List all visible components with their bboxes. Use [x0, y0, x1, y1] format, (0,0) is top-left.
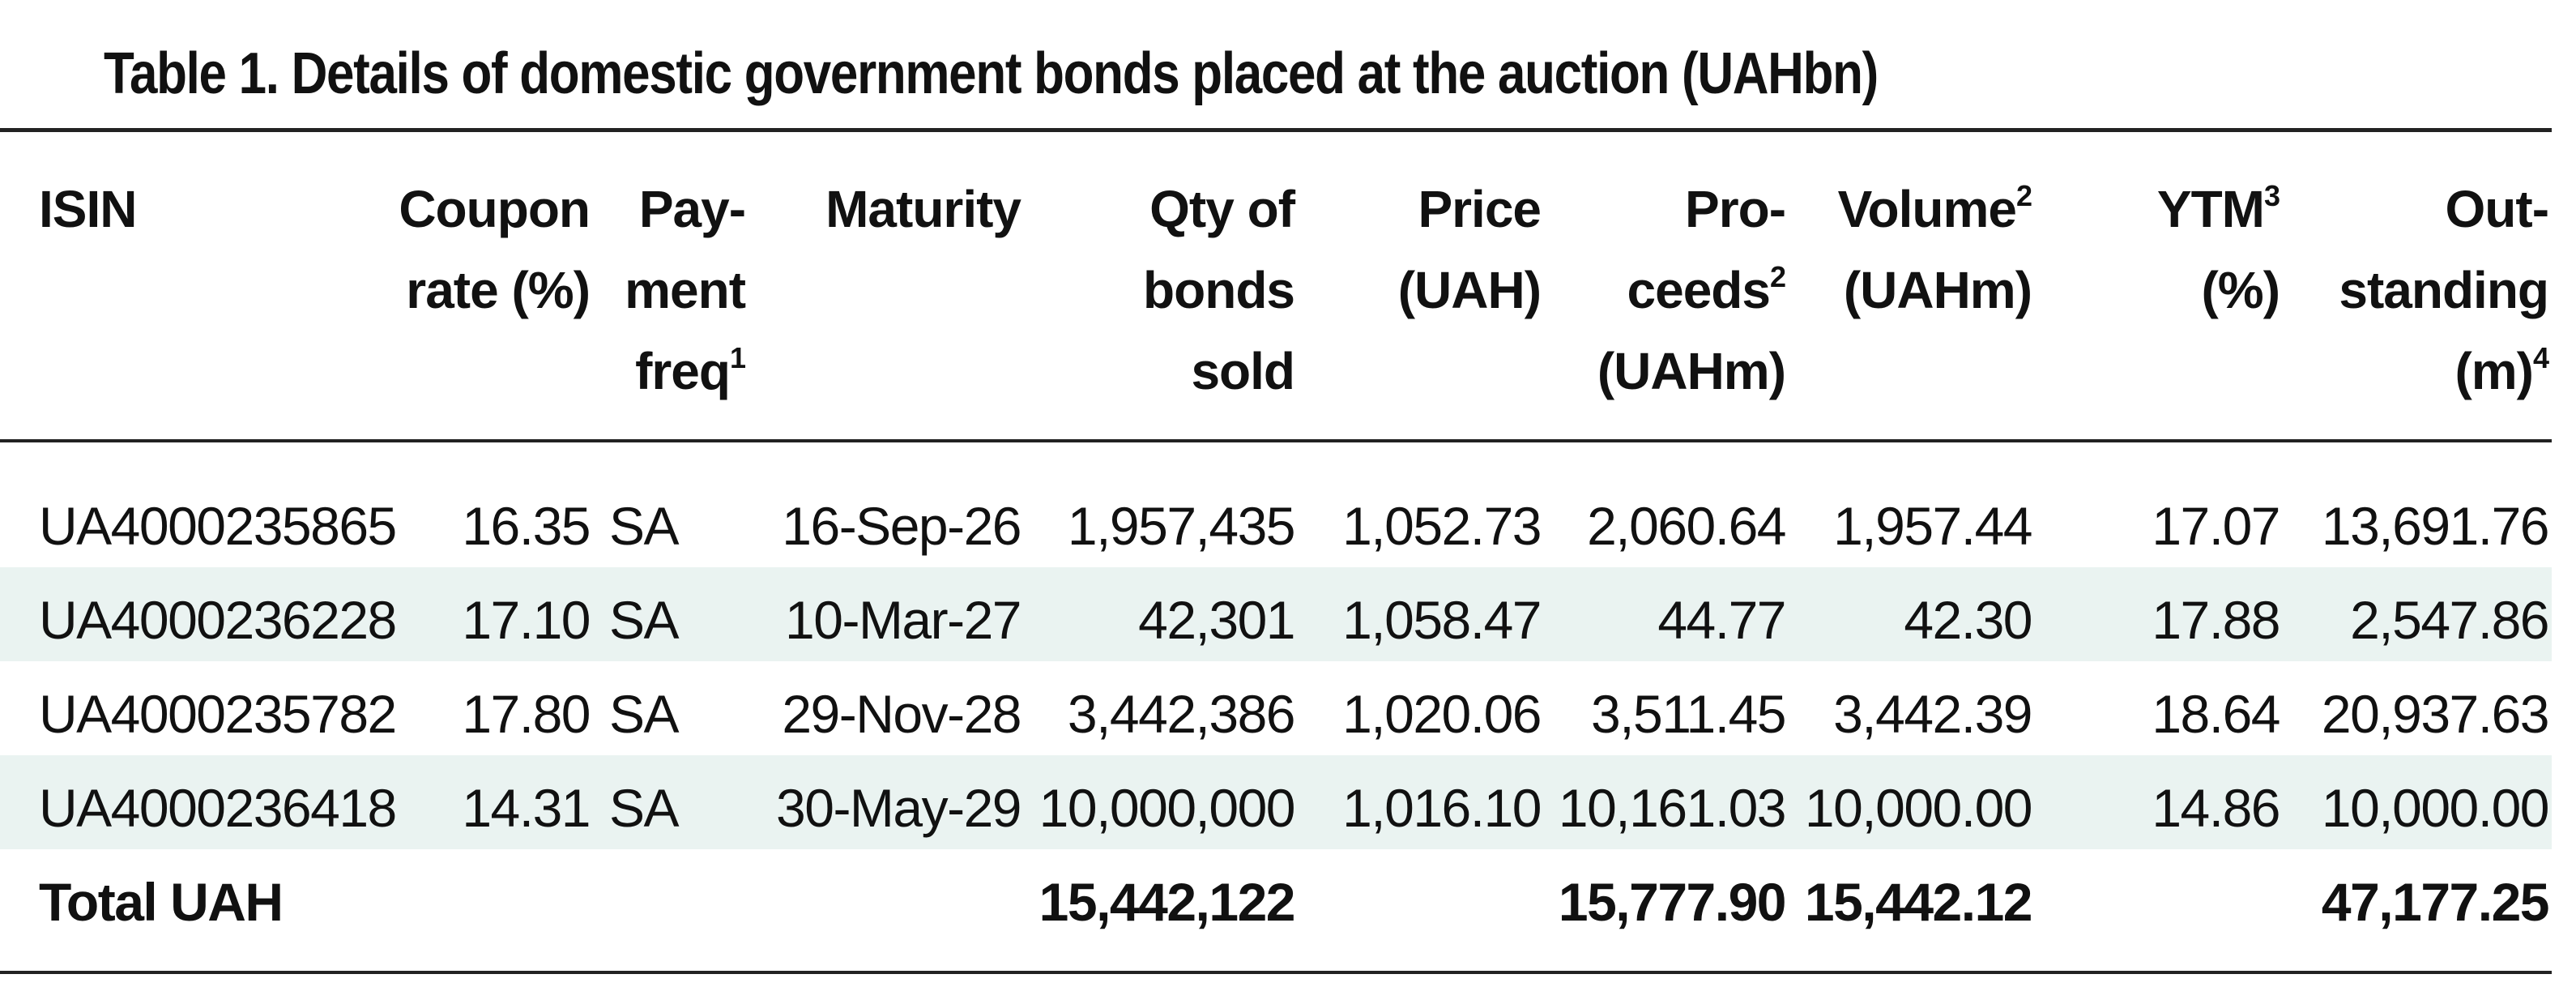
cell-maturity: 16-Sep-26: [782, 496, 1021, 556]
cell-proceeds: 3,511.45: [1590, 684, 1787, 744]
cell-price: 1,052.73: [1342, 496, 1542, 556]
header-proceeds: Pro- ceeds2 (UAHm): [1597, 169, 1786, 412]
cell-outstanding: 10,000.00: [2321, 778, 2550, 838]
cell-coupon: 17.80: [462, 684, 591, 744]
cell-proceeds: 44.77: [1657, 590, 1786, 650]
cell-payment: SA: [609, 496, 680, 556]
cell-volume: 3,442.39: [1833, 684, 2032, 744]
cell-outstanding: 2,547.86: [2350, 590, 2549, 650]
cell-coupon: 14.31: [462, 778, 591, 838]
cell-isin: UA4000236228: [39, 590, 397, 650]
footnote-marker: 2: [2015, 179, 2032, 212]
header-payment-line: freq: [635, 342, 731, 400]
header-price-line: (UAH): [1397, 261, 1542, 319]
header-qty-line: bonds: [1143, 261, 1295, 319]
header-payment-line: Pay-: [638, 180, 746, 238]
cell-ytm: 14.86: [2152, 778, 2280, 838]
header-coupon-line: Coupon: [399, 180, 591, 238]
header-volume: Volume2 (UAHm): [1838, 169, 2032, 331]
cell-coupon: 17.10: [462, 590, 591, 650]
header-maturity: Maturity: [825, 169, 1021, 250]
cell-maturity: 10-Mar-27: [785, 590, 1021, 650]
cell-isin: UA4000236418: [39, 778, 397, 838]
table-title: Table 1. Details of domestic government …: [104, 41, 1879, 106]
header-outstanding: Out- standing (m)4: [2339, 169, 2549, 412]
header-payment: Pay- ment freq1: [625, 169, 746, 412]
cell-price: 1,016.10: [1342, 778, 1542, 838]
cell-volume: 1,957.44: [1833, 496, 2032, 556]
header-ytm-line: (%): [2201, 261, 2280, 319]
total-proceeds: 15,777.90: [1558, 872, 1787, 932]
footnote-marker: 2: [1769, 260, 1786, 293]
header-maturity-line: Maturity: [825, 180, 1021, 238]
header-isin-line: ISIN: [39, 180, 137, 238]
footnote-marker: 4: [2532, 341, 2549, 374]
cell-volume: 10,000.00: [1804, 778, 2033, 838]
header-outstanding-line: standing: [2339, 261, 2549, 319]
header-rule: [0, 439, 2552, 442]
cell-price: 1,020.06: [1342, 684, 1542, 744]
cell-volume: 42.30: [1904, 590, 2032, 650]
total-qty: 15,442,122: [1039, 872, 1296, 932]
header-volume-line: Volume: [1837, 180, 2017, 238]
header-proceeds-line: ceeds: [1627, 261, 1771, 319]
cell-payment: SA: [609, 590, 680, 650]
cell-ytm: 18.64: [2152, 684, 2280, 744]
header-proceeds-line: (UAHm): [1597, 342, 1786, 400]
cell-isin: UA4000235782: [39, 684, 397, 744]
header-isin: ISIN: [39, 169, 137, 250]
header-price-line: Price: [1418, 180, 1542, 238]
cell-qty: 42,301: [1138, 590, 1295, 650]
header-outstanding-line: (m): [2454, 342, 2534, 400]
cell-qty: 10,000,000: [1039, 778, 1296, 838]
cell-payment: SA: [609, 684, 680, 744]
cell-outstanding: 20,937.63: [2321, 684, 2550, 744]
total-volume: 15,442.12: [1804, 872, 2033, 932]
top-rule: [0, 128, 2552, 132]
total-label: Total UAH: [39, 872, 284, 932]
header-price: Price (UAH): [1397, 169, 1542, 331]
cell-proceeds: 2,060.64: [1587, 496, 1786, 556]
cell-qty: 1,957,435: [1067, 496, 1296, 556]
cell-outstanding: 13,691.76: [2321, 496, 2550, 556]
cell-payment: SA: [609, 778, 680, 838]
cell-ytm: 17.88: [2152, 590, 2280, 650]
header-qty: Qty of bonds sold: [1143, 169, 1295, 412]
row-band: [0, 567, 2552, 661]
header-coupon-line: rate (%): [406, 261, 591, 319]
cell-maturity: 29-Nov-28: [782, 684, 1021, 744]
header-qty-line: sold: [1191, 342, 1295, 400]
total-outstanding: 47,177.25: [2321, 872, 2550, 932]
bottom-rule: [0, 971, 2552, 974]
cell-qty: 3,442,386: [1067, 684, 1296, 744]
header-volume-line: (UAHm): [1843, 261, 2032, 319]
header-ytm: YTM3 (%): [2157, 169, 2280, 331]
cell-coupon: 16.35: [462, 496, 591, 556]
cell-ytm: 17.07: [2152, 496, 2280, 556]
header-proceeds-line: Pro-: [1685, 180, 1786, 238]
header-outstanding-line: Out-: [2445, 180, 2549, 238]
row-band: [0, 755, 2552, 849]
header-payment-line: ment: [625, 261, 746, 319]
cell-proceeds: 10,161.03: [1558, 778, 1787, 838]
footnote-marker: 3: [2263, 179, 2280, 212]
header-coupon: Coupon rate (%): [399, 169, 591, 331]
cell-price: 1,058.47: [1342, 590, 1542, 650]
header-ytm-line: YTM: [2156, 180, 2265, 238]
cell-maturity: 30-May-29: [776, 778, 1021, 838]
header-qty-line: Qty of: [1149, 180, 1295, 238]
cell-isin: UA4000235865: [39, 496, 397, 556]
footnote-marker: 1: [729, 341, 746, 374]
